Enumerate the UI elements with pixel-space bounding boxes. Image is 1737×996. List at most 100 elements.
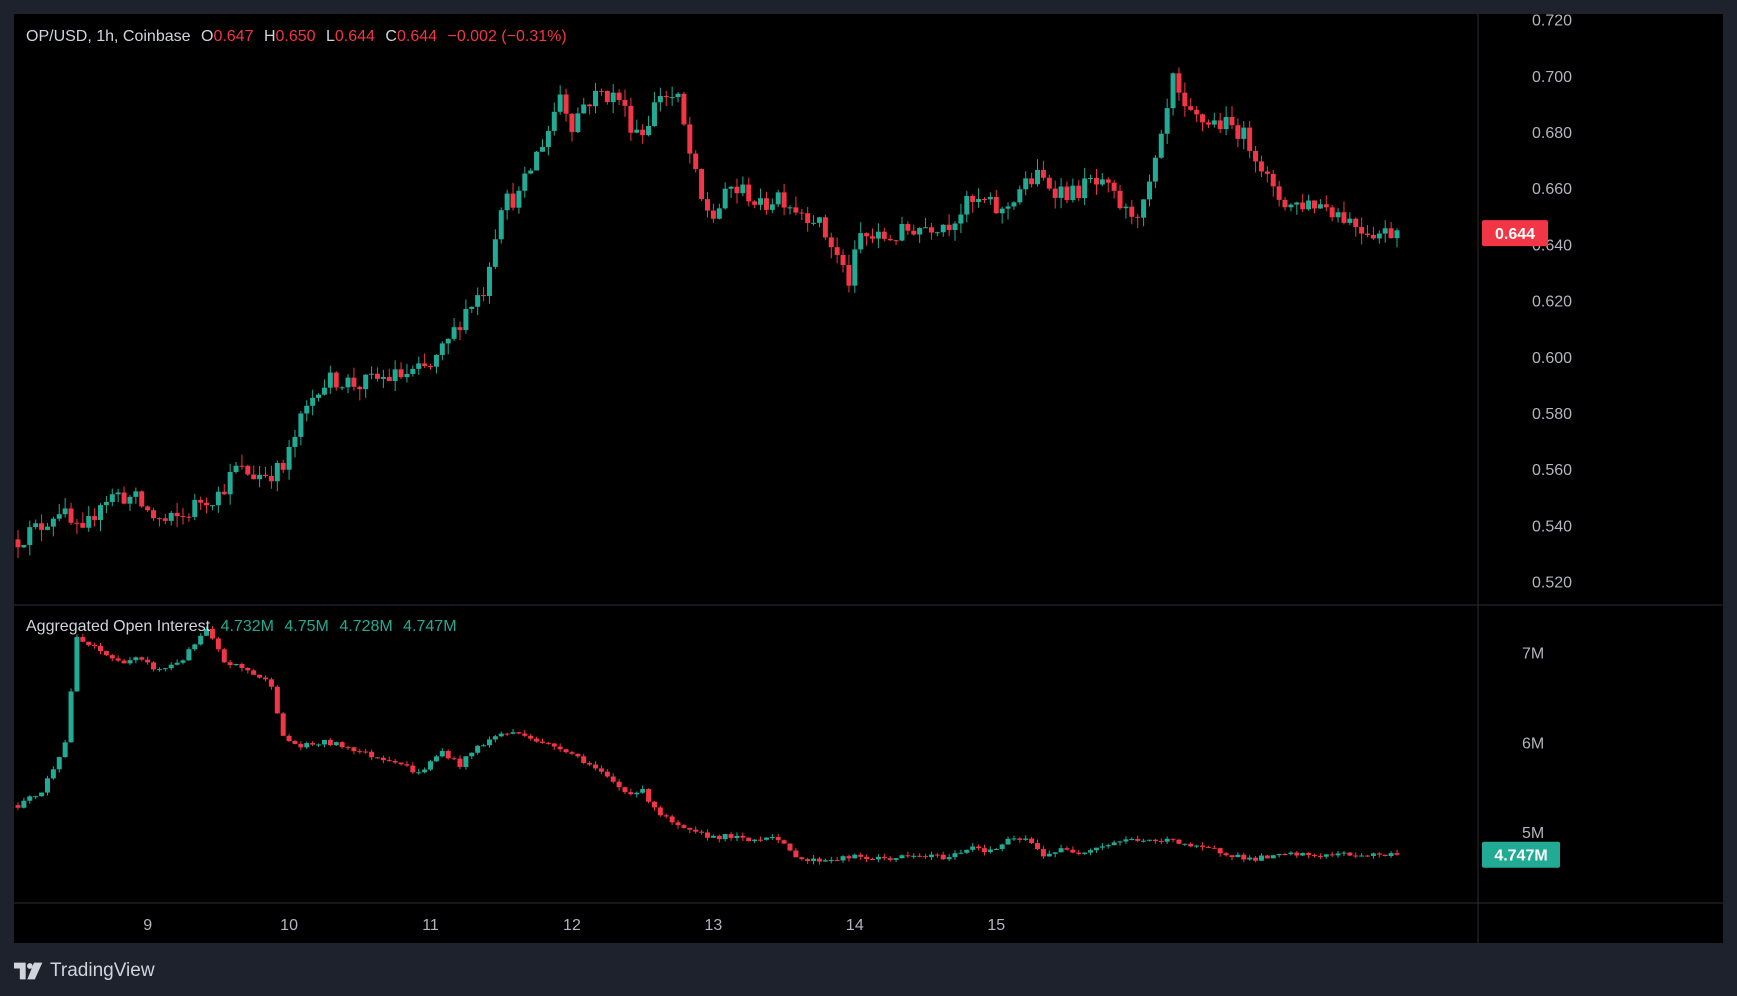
candle — [852, 240, 858, 293]
candle-body — [722, 188, 728, 209]
tradingview-logo-icon — [14, 962, 43, 980]
candle — [50, 516, 56, 537]
candle — [321, 379, 327, 396]
candle — [339, 386, 345, 391]
candle-body — [852, 249, 858, 286]
candle — [192, 643, 198, 651]
candle — [121, 658, 127, 664]
candle — [310, 389, 316, 416]
candle-body — [793, 207, 799, 213]
candle-body — [981, 848, 987, 853]
candle-body — [651, 102, 657, 127]
candle — [887, 234, 893, 242]
candle — [669, 86, 675, 106]
candle — [1135, 835, 1141, 843]
candle — [39, 514, 45, 541]
candle-body — [1117, 841, 1123, 843]
candle — [545, 125, 551, 156]
candle — [245, 667, 251, 674]
candle-body — [598, 90, 604, 92]
candle-body — [92, 516, 98, 520]
candle-body — [62, 742, 68, 758]
candle-body — [699, 831, 705, 833]
candle-body — [227, 662, 233, 666]
time-axis: 9 10 11 12 13 14 15 — [143, 917, 1005, 934]
candle — [416, 768, 422, 775]
candle-body — [133, 491, 139, 497]
candle-body — [870, 859, 876, 861]
candle-body — [970, 196, 976, 203]
candle-body — [822, 860, 828, 862]
time-tick-label: 9 — [143, 917, 152, 934]
candle — [1141, 838, 1147, 843]
candle — [1058, 844, 1064, 853]
oi-open-value: 4.732M — [220, 618, 274, 635]
candle — [799, 208, 805, 220]
candle-body — [858, 233, 864, 250]
candle-body — [481, 295, 487, 297]
candle — [339, 741, 345, 749]
candle — [1365, 855, 1371, 857]
candle-body — [86, 516, 92, 528]
candle — [268, 677, 274, 690]
candle-body — [286, 735, 292, 741]
candle-body — [1258, 161, 1264, 172]
candle-body — [1282, 854, 1288, 856]
candle — [545, 741, 551, 745]
candle-body — [604, 90, 610, 103]
candle — [1046, 850, 1052, 857]
candle-body — [1353, 855, 1359, 857]
candle-body — [151, 510, 157, 519]
candle — [209, 505, 215, 511]
candle — [634, 119, 640, 134]
candle-body — [292, 436, 298, 447]
candle — [504, 732, 510, 737]
candle-body — [127, 660, 133, 664]
candle-body — [310, 397, 316, 406]
candle-body — [198, 499, 204, 503]
candle-body — [728, 186, 734, 189]
symbol-label: OP/USD, 1h, Coinbase — [26, 28, 191, 45]
candle — [1058, 178, 1064, 209]
candle — [793, 196, 799, 216]
candle — [1188, 842, 1194, 848]
candle — [74, 519, 80, 534]
tradingview-branding[interactable]: TradingView — [14, 958, 155, 984]
chart-svg[interactable]: 0.7200.7000.6800.6600.6400.6200.6000.580… — [14, 14, 1723, 943]
candle-body — [486, 266, 492, 297]
candle — [510, 728, 516, 735]
candle — [162, 513, 168, 525]
candle-body — [492, 239, 498, 267]
candle — [321, 739, 327, 748]
candle-body — [675, 93, 681, 98]
time-tick-label: 11 — [422, 917, 439, 934]
candle — [192, 493, 198, 521]
candle — [710, 203, 716, 223]
candle — [469, 752, 475, 760]
candle-body — [1359, 227, 1365, 234]
candle-body — [793, 850, 799, 858]
candle — [56, 756, 62, 773]
candle — [404, 761, 410, 767]
candle-body — [239, 663, 245, 668]
candle — [186, 647, 192, 661]
candle — [486, 262, 492, 304]
candle — [463, 299, 469, 334]
candle — [86, 506, 92, 532]
candle-body — [1052, 188, 1058, 198]
candle-body — [763, 837, 769, 840]
candle-body — [952, 853, 958, 858]
candle — [1353, 217, 1359, 237]
candle-body — [616, 781, 622, 788]
candle — [451, 317, 457, 342]
candle — [1341, 201, 1347, 225]
candle — [705, 829, 710, 841]
chart-canvas[interactable]: 0.720 0.700 0.680 0.660 0.640 0.620 0.600 0.580… — [14, 14, 1723, 943]
candle-body — [1035, 169, 1041, 185]
candle-body — [993, 849, 999, 851]
candle-body — [1270, 173, 1276, 187]
candle — [127, 494, 133, 512]
candle — [710, 834, 716, 838]
candle — [534, 151, 540, 171]
candle-body — [1023, 838, 1029, 840]
